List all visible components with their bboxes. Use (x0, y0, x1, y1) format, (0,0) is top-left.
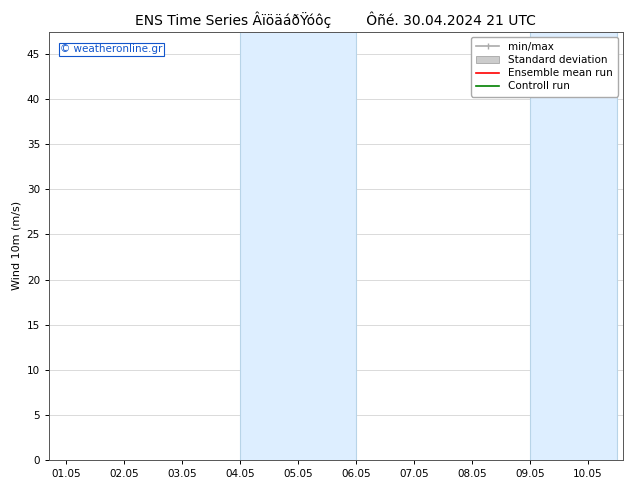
Title: ENS Time Series ÂïöäáðŸóôç        Ôñé. 30.04.2024 21 UTC: ENS Time Series ÂïöäáðŸóôç Ôñé. 30.04.20… (136, 11, 536, 27)
Text: © weatheronline.gr: © weatheronline.gr (60, 45, 163, 54)
Bar (240, 31, 356, 460)
Y-axis label: Wind 10m (m/s): Wind 10m (m/s) (11, 201, 21, 290)
Bar (530, 31, 617, 460)
Legend: min/max, Standard deviation, Ensemble mean run, Controll run: min/max, Standard deviation, Ensemble me… (471, 37, 618, 97)
